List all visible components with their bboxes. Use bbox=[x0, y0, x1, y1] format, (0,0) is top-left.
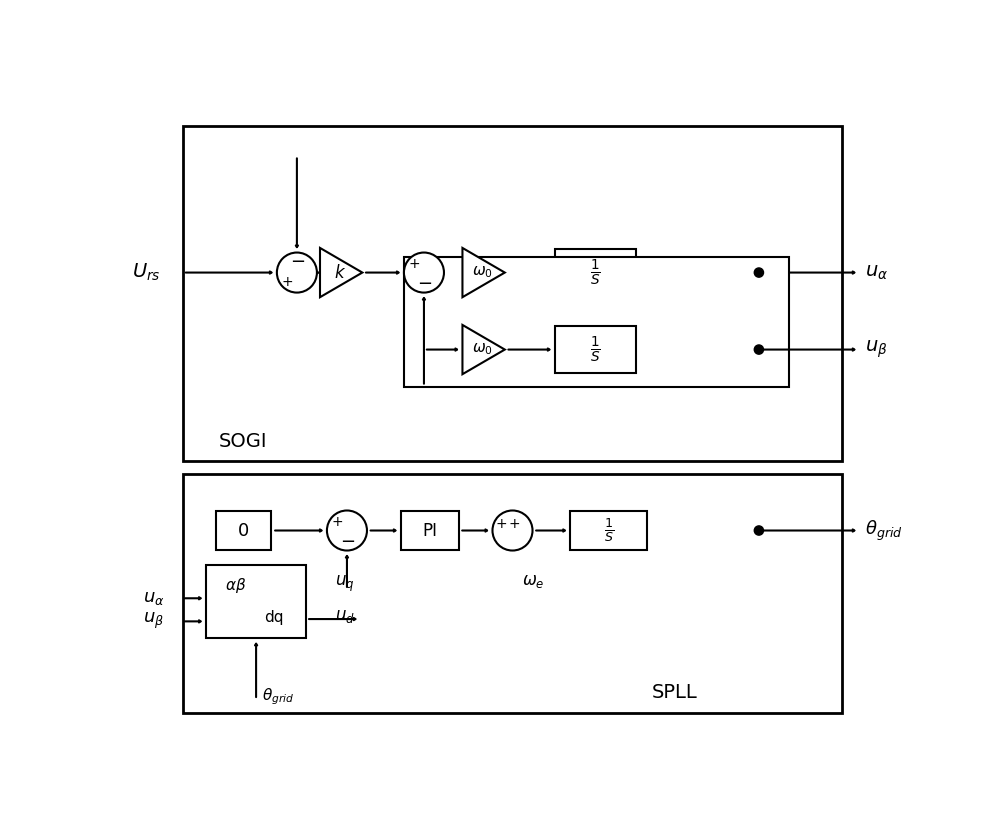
Circle shape bbox=[754, 268, 764, 277]
Text: $\theta_{grid}$: $\theta_{grid}$ bbox=[262, 686, 295, 707]
Polygon shape bbox=[462, 248, 505, 297]
Text: +: + bbox=[496, 516, 507, 530]
Text: dq: dq bbox=[264, 610, 284, 626]
Circle shape bbox=[404, 253, 444, 293]
Text: $\theta_{grid}$: $\theta_{grid}$ bbox=[865, 519, 903, 543]
Bar bbox=[183, 475, 842, 713]
Text: $k$: $k$ bbox=[334, 264, 346, 282]
Text: SOGI: SOGI bbox=[219, 433, 267, 451]
Text: −: − bbox=[340, 533, 356, 550]
Bar bbox=[555, 249, 636, 296]
Text: $u_{\beta}$: $u_{\beta}$ bbox=[865, 339, 888, 360]
Circle shape bbox=[754, 526, 764, 535]
Text: $u_{\beta}$: $u_{\beta}$ bbox=[143, 611, 164, 631]
Text: $\omega_0$: $\omega_0$ bbox=[472, 342, 493, 358]
Text: PI: PI bbox=[422, 521, 437, 540]
Bar bbox=[216, 511, 271, 550]
Text: +: + bbox=[509, 516, 520, 530]
Circle shape bbox=[492, 510, 533, 550]
Text: SPLL: SPLL bbox=[651, 683, 697, 701]
Text: $u_q$: $u_q$ bbox=[335, 574, 355, 594]
Text: $u_{\alpha}$: $u_{\alpha}$ bbox=[865, 263, 888, 282]
Bar bbox=[404, 257, 789, 386]
Text: $\frac{1}{S}$: $\frac{1}{S}$ bbox=[604, 516, 614, 545]
Circle shape bbox=[277, 253, 317, 293]
Polygon shape bbox=[462, 325, 505, 374]
Text: $\frac{1}{S}$: $\frac{1}{S}$ bbox=[590, 334, 601, 364]
Text: 0: 0 bbox=[238, 521, 249, 540]
Circle shape bbox=[327, 510, 367, 550]
Text: +: + bbox=[408, 257, 420, 270]
Bar bbox=[555, 326, 636, 373]
Text: $u_{\alpha}$: $u_{\alpha}$ bbox=[143, 590, 164, 607]
Text: $\alpha\beta$: $\alpha\beta$ bbox=[225, 576, 247, 595]
Circle shape bbox=[754, 345, 764, 354]
Polygon shape bbox=[320, 248, 362, 297]
Bar bbox=[570, 511, 647, 550]
Text: $U_{rs}$: $U_{rs}$ bbox=[132, 262, 160, 284]
Bar bbox=[183, 126, 842, 461]
Bar bbox=[401, 511, 459, 550]
Text: −: − bbox=[290, 253, 305, 270]
Text: $\omega_0$: $\omega_0$ bbox=[472, 264, 493, 280]
Text: $\frac{1}{S}$: $\frac{1}{S}$ bbox=[590, 258, 601, 288]
Text: −: − bbox=[417, 274, 433, 293]
Text: +: + bbox=[281, 274, 293, 289]
Bar bbox=[206, 565, 306, 638]
Text: $\omega_e$: $\omega_e$ bbox=[522, 571, 544, 590]
Text: $u_d$: $u_d$ bbox=[335, 607, 355, 625]
Text: +: + bbox=[331, 515, 343, 529]
